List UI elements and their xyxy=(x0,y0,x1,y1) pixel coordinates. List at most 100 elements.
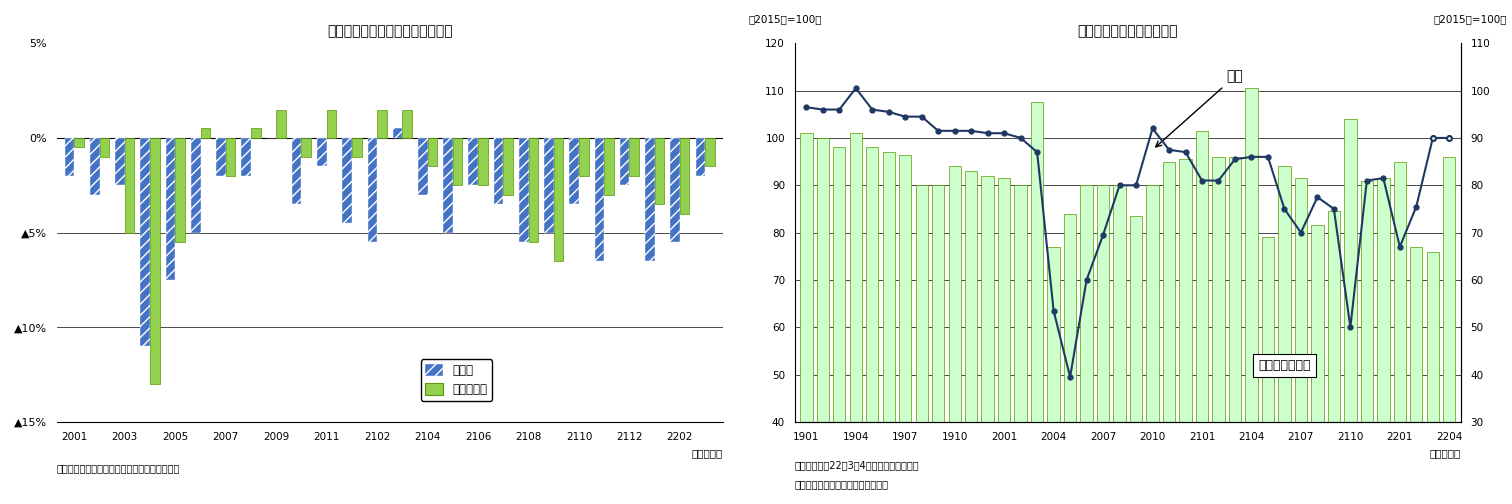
Bar xyxy=(1146,185,1158,504)
Bar xyxy=(318,138,327,166)
Bar xyxy=(646,138,655,261)
Bar xyxy=(594,138,605,261)
Bar xyxy=(469,138,478,185)
Bar xyxy=(1081,185,1093,504)
Bar xyxy=(579,138,588,176)
Bar xyxy=(1311,225,1323,504)
Bar xyxy=(620,138,629,185)
Bar xyxy=(1344,119,1356,504)
Bar xyxy=(553,138,564,261)
Bar xyxy=(1328,211,1340,504)
Bar xyxy=(1196,131,1208,504)
Text: （資料）経済産業省「鉱工業指数」: （資料）経済産業省「鉱工業指数」 xyxy=(795,479,889,489)
Bar xyxy=(1015,185,1027,504)
Title: 輸送機械の生産、在庫動向: 輸送機械の生産、在庫動向 xyxy=(1078,24,1178,38)
Bar xyxy=(544,138,553,232)
Bar xyxy=(1096,185,1110,504)
Bar xyxy=(376,109,387,138)
Bar xyxy=(74,138,85,147)
Bar xyxy=(519,138,529,242)
Bar xyxy=(998,178,1010,504)
Bar xyxy=(529,138,538,242)
Bar xyxy=(115,138,125,185)
Bar xyxy=(166,138,175,280)
Bar xyxy=(1246,88,1258,504)
Bar xyxy=(292,138,301,204)
Bar xyxy=(1179,159,1191,504)
Text: （年・月）: （年・月） xyxy=(1429,449,1461,459)
Bar xyxy=(503,138,513,195)
Bar xyxy=(428,138,437,166)
Bar xyxy=(866,147,878,504)
Bar xyxy=(850,133,862,504)
Bar xyxy=(916,185,928,504)
Bar xyxy=(342,138,352,223)
Bar xyxy=(91,138,100,195)
Bar xyxy=(965,171,977,504)
Bar xyxy=(141,138,150,346)
Legend: 実現率, 予測修正率: 実現率, 予測修正率 xyxy=(420,359,493,401)
Bar xyxy=(1294,178,1306,504)
Bar xyxy=(931,185,945,504)
Bar xyxy=(670,138,680,242)
Bar xyxy=(1048,247,1060,504)
Bar xyxy=(175,138,184,242)
Bar xyxy=(65,138,74,176)
Bar xyxy=(443,138,452,232)
Bar xyxy=(242,138,251,176)
Bar xyxy=(705,138,715,166)
Bar xyxy=(605,138,614,195)
Bar xyxy=(833,147,845,504)
Bar xyxy=(1394,162,1406,504)
Bar xyxy=(494,138,503,204)
Bar xyxy=(1442,157,1456,504)
Bar xyxy=(981,176,993,504)
Bar xyxy=(125,138,135,232)
Bar xyxy=(1213,157,1225,504)
Text: 在庫（右目盛）: 在庫（右目盛） xyxy=(1258,359,1311,371)
Bar xyxy=(629,138,640,176)
Bar xyxy=(1113,185,1126,504)
Bar xyxy=(417,138,428,195)
Bar xyxy=(150,138,160,384)
Text: 生産: 生産 xyxy=(1155,70,1243,147)
Bar xyxy=(352,138,361,157)
Title: 最近の実現率、予測修正率の推移: 最近の実現率、予測修正率の推移 xyxy=(327,24,452,38)
Bar xyxy=(1411,247,1423,504)
Bar xyxy=(191,138,201,232)
Bar xyxy=(452,138,463,185)
Bar xyxy=(900,155,912,504)
Bar xyxy=(201,129,210,138)
Bar xyxy=(1163,162,1175,504)
Bar xyxy=(100,138,109,157)
Bar xyxy=(327,109,336,138)
Bar xyxy=(478,138,488,185)
Bar xyxy=(948,166,962,504)
Bar xyxy=(816,138,829,504)
Bar xyxy=(570,138,579,204)
Bar xyxy=(367,138,376,242)
Bar xyxy=(883,152,895,504)
Bar xyxy=(251,129,260,138)
Bar xyxy=(1261,237,1275,504)
Bar xyxy=(277,109,286,138)
Text: （注）生産の22年3、4月は予測指数で延長: （注）生産の22年3、4月は予測指数で延長 xyxy=(795,460,919,470)
Bar xyxy=(301,138,311,157)
Text: （2015年=100）: （2015年=100） xyxy=(1433,14,1507,24)
Bar xyxy=(216,138,225,176)
Bar xyxy=(1427,251,1439,504)
Bar xyxy=(1377,178,1390,504)
Bar xyxy=(655,138,664,204)
Text: （2015年=100）: （2015年=100） xyxy=(748,14,821,24)
Bar xyxy=(680,138,689,214)
Bar xyxy=(1031,102,1043,504)
Text: （年・月）: （年・月） xyxy=(691,449,723,459)
Bar xyxy=(1229,157,1241,504)
Text: （資料）経済産業省「製造工業生産予測指数」: （資料）経済産業省「製造工業生産予測指数」 xyxy=(57,464,180,474)
Bar xyxy=(1129,216,1142,504)
Bar xyxy=(393,129,402,138)
Bar xyxy=(696,138,705,176)
Bar xyxy=(1361,180,1373,504)
Bar xyxy=(1278,166,1291,504)
Bar xyxy=(402,109,411,138)
